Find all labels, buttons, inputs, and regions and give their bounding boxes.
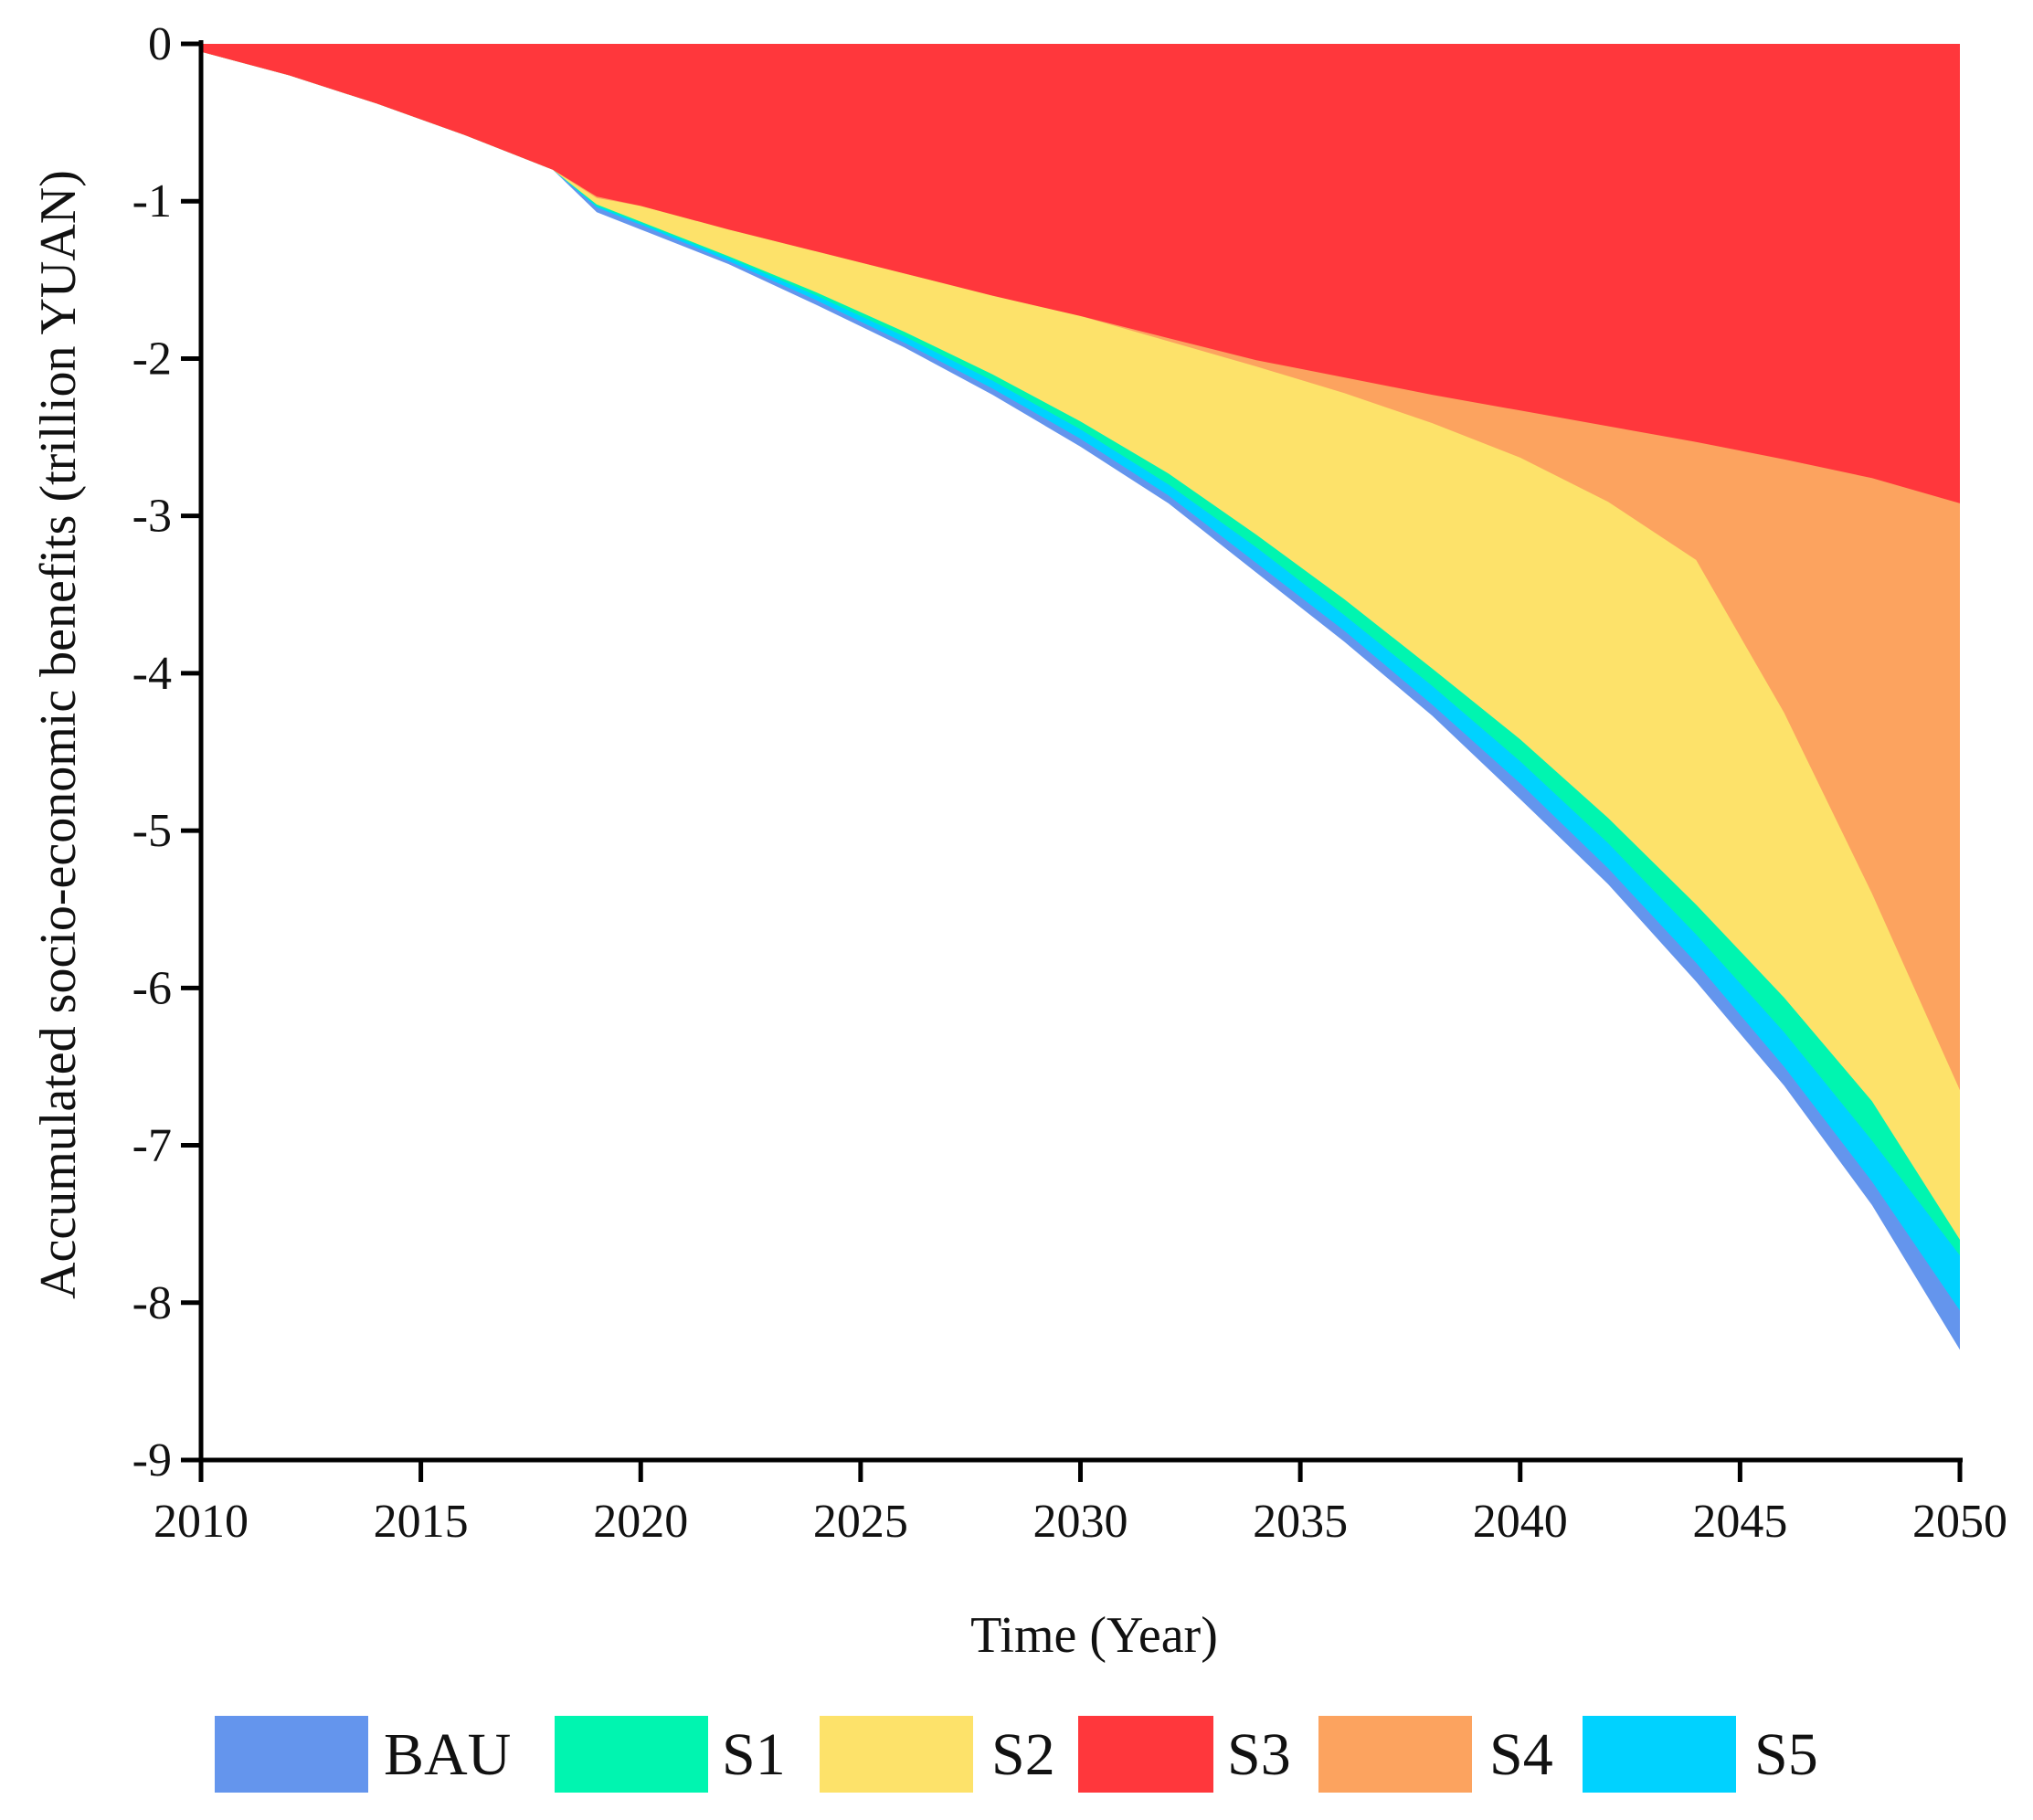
- x-axis-title: Time (Year): [970, 1607, 1218, 1664]
- legend: BAU S1 S2 S3 S4 S5: [215, 1716, 1818, 1793]
- legend-swatch: [1318, 1716, 1472, 1793]
- x-tick-label: 2035: [1253, 1496, 1348, 1548]
- y-axis-title: Accumulated socio-economic benefits (tri…: [30, 170, 87, 1299]
- x-tick-label: 2030: [1033, 1496, 1128, 1548]
- legend-item-bau: BAU: [215, 1716, 511, 1793]
- x-tick-label: 2020: [593, 1496, 688, 1548]
- y-tick-label: -4: [132, 648, 172, 700]
- y-tick-label: -9: [132, 1434, 172, 1487]
- y-tick-label: -8: [132, 1277, 172, 1329]
- legend-item-s5: S5: [1583, 1716, 1818, 1793]
- y-tick-label: -1: [132, 175, 172, 228]
- y-tick-label: -2: [132, 333, 172, 385]
- y-tick-label: -6: [132, 962, 172, 1014]
- x-tick-label: 2010: [154, 1496, 249, 1548]
- x-tick-label: 2045: [1692, 1496, 1787, 1548]
- legend-item-s3: S3: [1078, 1716, 1291, 1793]
- legend-label: S2: [991, 1721, 1055, 1788]
- legend-label: BAU: [384, 1721, 511, 1788]
- legend-label: S3: [1227, 1721, 1291, 1788]
- legend-item-s2: S2: [820, 1716, 1055, 1793]
- legend-item-s4: S4: [1318, 1716, 1553, 1793]
- plot-area: [201, 44, 1960, 1350]
- legend-label: S4: [1489, 1721, 1553, 1788]
- y-tick-label: -7: [132, 1120, 172, 1172]
- x-tick-label: 2040: [1473, 1496, 1568, 1548]
- legend-swatch: [1583, 1716, 1736, 1793]
- axes: 0 -1 -2 -3 -4 -5 -6 -7 -8 -9 2010 2015 2020 2025 2030 2…: [132, 18, 2007, 1548]
- y-tick-label: 0: [148, 18, 172, 70]
- legend-swatch: [1078, 1716, 1213, 1793]
- x-tick-label: 2025: [813, 1496, 908, 1548]
- y-tick-label: -5: [132, 805, 172, 857]
- x-tick-label: 2015: [374, 1496, 469, 1548]
- y-tick-label: -3: [132, 491, 172, 543]
- legend-item-s1: S1: [555, 1716, 786, 1793]
- x-tick-label: 2050: [1912, 1496, 2007, 1548]
- legend-swatch: [555, 1716, 708, 1793]
- series-area-s3: [201, 44, 1960, 503]
- legend-swatch: [215, 1716, 368, 1793]
- legend-swatch: [820, 1716, 973, 1793]
- legend-label: S1: [722, 1721, 786, 1788]
- legend-label: S5: [1754, 1721, 1818, 1788]
